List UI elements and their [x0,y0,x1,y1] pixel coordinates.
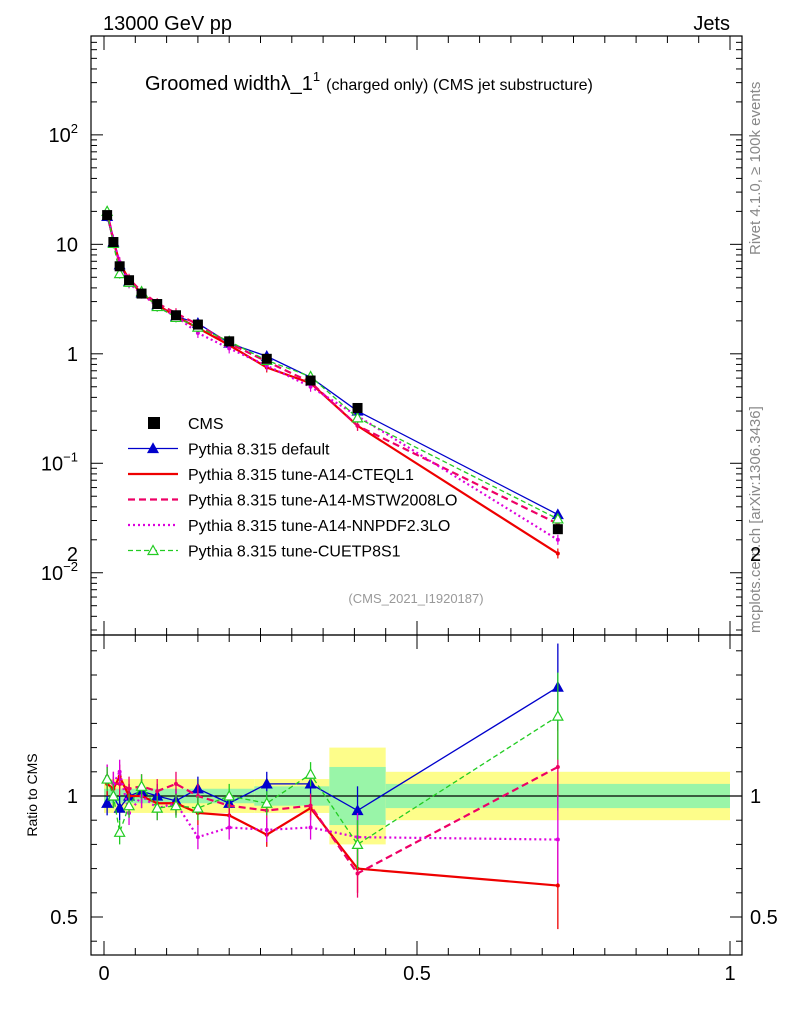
title-superscript: 1 [313,69,320,84]
data-point-cms [102,210,113,221]
data-point-cms [224,336,235,347]
ratio-marker-cuetp8s1 [304,767,317,779]
ratio-y-tick-label: 2 [67,544,78,566]
ratio-marker-nnpdf [117,769,122,774]
ratio-marker-cteql1 [555,883,560,888]
data-point-cms [152,299,163,310]
ratio-marker-default [101,797,114,808]
ratio-marker-nnpdf [308,825,313,830]
ratio-y-tick-label: 1 [750,786,761,808]
legend-label-mstw: Pythia 8.315 tune-A14-MSTW2008LO [188,493,457,510]
rivet-label: Rivet 4.1.0, ≥ 100k events [747,82,764,255]
ratio-marker-cuetp8s1 [260,797,273,808]
ratio-marker-nnpdf [555,837,560,842]
marker-cuetp8s1 [351,411,364,423]
ratio-marker-cuetp8s1 [107,789,120,801]
data-point-cms [305,375,316,386]
ratio-y-axis-label: Ratio to CMS [24,753,40,836]
y-tick-label: 10 [56,234,78,256]
legend-label-cteql1: Pythia 8.315 tune-A14-CTEQL1 [188,467,414,484]
data-point-cms [170,310,181,321]
ratio-marker-mstw [355,871,360,876]
analysis-id-label: (CMS_2021_I1920187) [348,591,483,606]
ratio-marker-default [260,777,273,789]
ratio-marker-cuetp8s1 [351,838,364,850]
legend-label-data: CMS [188,416,224,433]
legend: CMS Pythia 8.315 default Pythia 8.315 tune… [128,416,457,561]
series-line-nnpdf [106,211,559,541]
energy-label: 13000 GeV pp [103,13,232,35]
marker-cuetp8s1 [551,512,564,524]
main-series-group [101,205,564,559]
marker-nnpdf [227,346,232,351]
ratio-marker-nnpdf [195,835,200,840]
ratio-y-tick-label: 1 [67,786,78,808]
plot-title: Groomed widthλ_11 (charged only) (CMS jet… [145,69,593,95]
y-tick-label: 102 [49,121,78,147]
x-tick-label: 1 [724,963,735,985]
data-point-cms [136,288,147,299]
y-tick-label: 10−1 [41,449,78,475]
data-point-cms [261,353,272,364]
ratio-marker-cuetp8s1 [151,801,164,813]
ratio-marker-mstw [308,803,313,808]
data-point-cms [124,275,135,286]
legend-marker-cuetp8s1 [146,544,160,556]
marker-cuetp8s1 [113,267,126,279]
ratio-marker-cuetp8s1 [169,799,183,811]
ratio-marker-cuetp8s1 [101,772,114,784]
ratio-y-tick-label: 2 [750,544,761,566]
data-point-cms [352,402,363,413]
ratio-marker-cuetp8s1 [135,780,148,791]
title-main: Groomed width [145,73,281,95]
data-point-cms [552,524,563,535]
ratio-marker-cuetp8s1 [123,799,136,811]
ratio-marker-mstw [555,764,560,769]
category-label: Jets [693,13,730,35]
marker-mstw [355,423,360,428]
ratio-marker-nnpdf [227,825,232,830]
marker-cteql1 [555,551,560,556]
ratio-y-tick-label: 0.5 [750,907,778,929]
ratio-uncertainty-bands [91,747,742,845]
marker-nnpdf [195,330,200,335]
marker-nnpdf [555,537,560,542]
main-axis-ticks: 102 10 1 10−1 10−2 [41,35,742,635]
ratio-marker-nnpdf [264,827,269,832]
x-tick-label: 0 [98,963,109,985]
ratio-marker-mstw [155,789,160,794]
legend-label-cuetp8s1: Pythia 8.315 tune-CUETP8S1 [188,544,401,561]
ratio-marker-cuetp8s1 [223,789,236,801]
data-point-cms [114,261,125,272]
ratio-marker-cuetp8s1 [191,801,204,813]
mcplots-label: mcplots.cern.ch [arXiv:1306.3436] [747,406,764,633]
ratio-series-group [101,643,564,930]
legend-label-default: Pythia 8.315 default [188,442,330,459]
ratio-axis-ticks: 0.5 0.5 1 1 2 2 0 0.5 1 [50,544,778,985]
x-tick-label: 0.5 [403,963,431,985]
title-symbol: λ_1 [281,73,313,95]
legend-label-nnpdf: Pythia 8.315 tune-A14-NNPDF2.3LO [188,518,450,535]
data-point-cms [192,319,203,330]
marker-nnpdf [308,384,313,389]
y-tick-label: 10−2 [41,559,78,585]
ratio-marker-mstw [173,781,178,786]
title-detail: (charged only) (CMS jet substructure) [326,77,593,94]
ratio-marker-default [113,801,126,813]
ratio-marker-cuetp8s1 [551,709,564,721]
ratio-marker-cuetp8s1 [113,826,126,837]
legend-symbol-cms [148,417,160,429]
y-tick-label: 1 [67,344,78,366]
ratio-y-tick-label: 0.5 [50,907,78,929]
ratio-marker-mstw [127,786,132,791]
legend-marker-default [146,442,160,454]
data-point-cms [108,237,119,248]
